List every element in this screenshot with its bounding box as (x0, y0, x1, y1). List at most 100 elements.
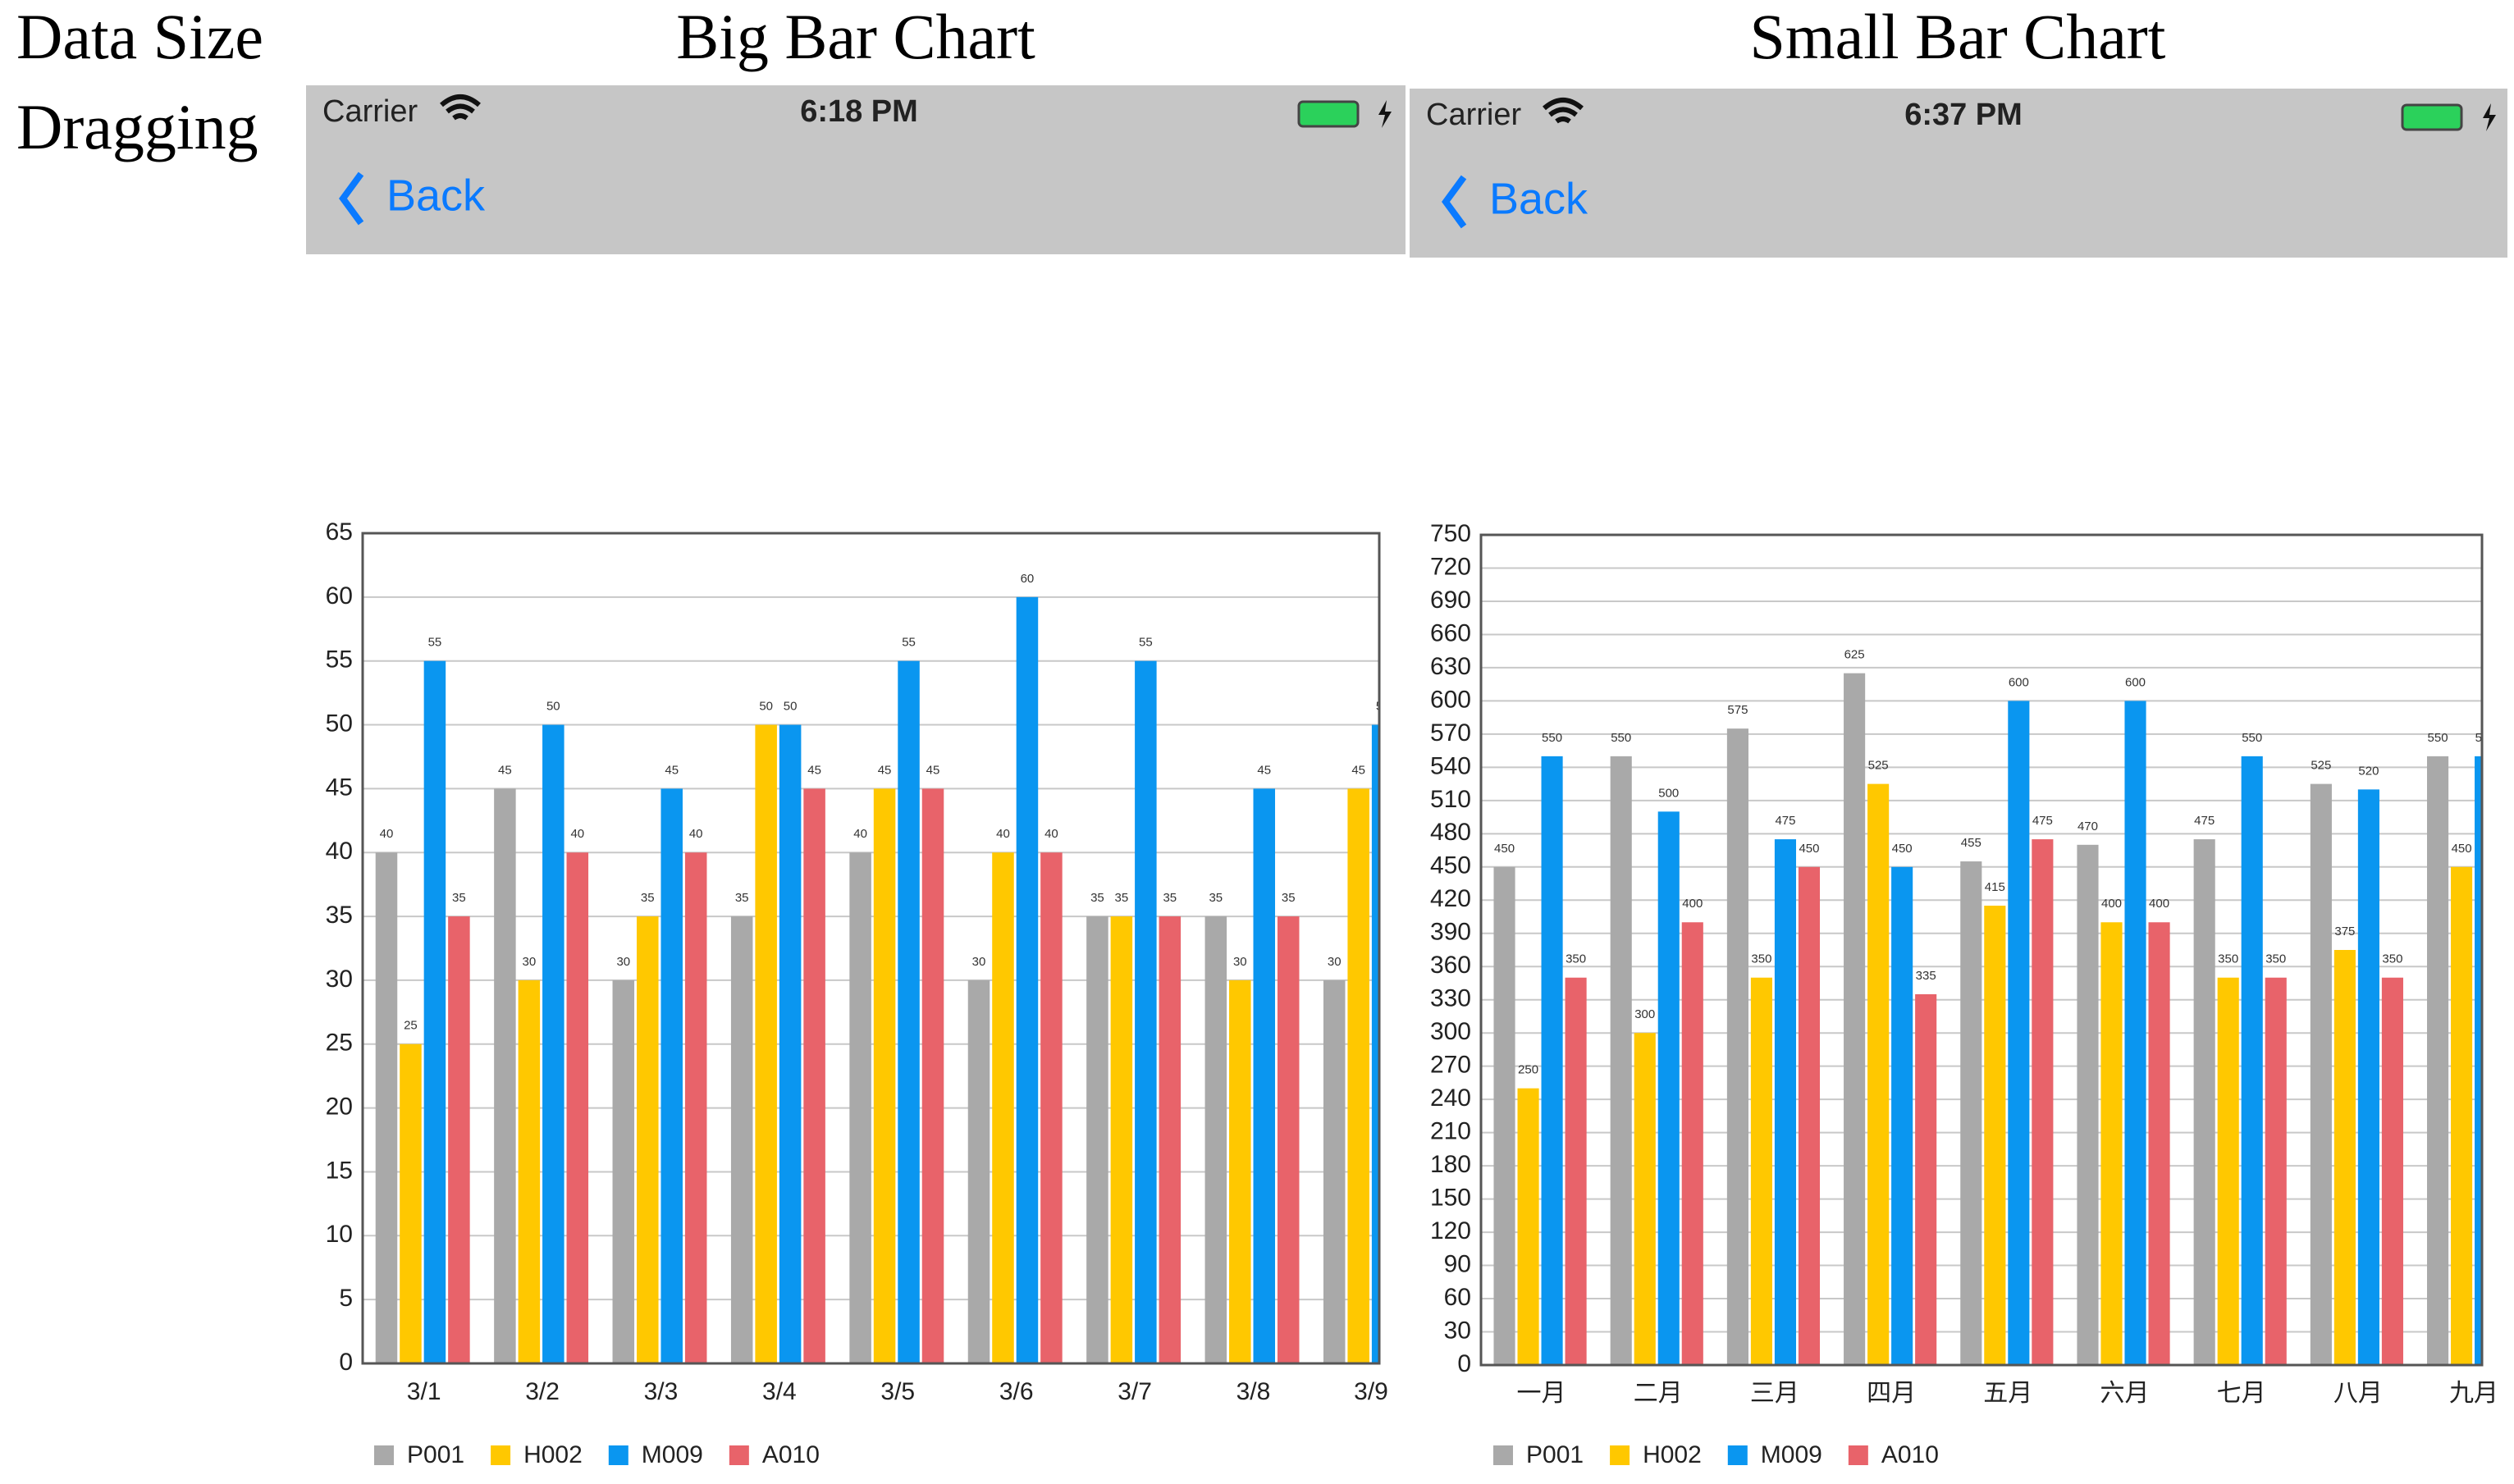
value-label: 50 (784, 700, 798, 714)
bar (448, 916, 470, 1363)
value-label: 25 (404, 1019, 418, 1033)
side-label: Data Size (16, 1, 263, 72)
x-tick-label: 3/4 (762, 1378, 797, 1405)
y-tick-label: 10 (326, 1221, 353, 1248)
y-tick-label: 150 (1430, 1185, 1471, 1212)
back-button[interactable]: Back (386, 171, 486, 220)
bar (2381, 977, 2403, 1365)
bar (1891, 866, 1913, 1365)
bar (1204, 916, 1227, 1363)
bar (1159, 916, 1182, 1363)
bar (1493, 866, 1515, 1365)
bar (2032, 839, 2054, 1365)
value-label: 60 (1021, 572, 1035, 586)
value-label: 450 (1892, 842, 1913, 856)
bar (1135, 660, 1157, 1363)
y-tick-label: 30 (1444, 1317, 1471, 1344)
bar (803, 788, 825, 1363)
value-label: 40 (996, 827, 1010, 841)
y-tick-label: 55 (326, 646, 353, 674)
bar (518, 979, 541, 1363)
back-chevron[interactable] (1442, 175, 1467, 229)
bar (1110, 916, 1133, 1363)
value-label: 40 (853, 827, 867, 841)
value-label: 50 (1376, 700, 1390, 714)
bar (1016, 596, 1039, 1363)
y-tick-label: 420 (1430, 885, 1471, 912)
bar (1040, 852, 1063, 1363)
bar (2077, 844, 2099, 1365)
nav-background (1410, 89, 2507, 258)
bar (1517, 1088, 1539, 1365)
y-tick-label: 360 (1430, 952, 1471, 979)
bar (1323, 979, 1346, 1363)
y-tick-label: 180 (1430, 1151, 1471, 1178)
bar (1277, 916, 1300, 1363)
back-chevron[interactable] (339, 171, 364, 226)
bar (2241, 756, 2263, 1365)
back-button[interactable]: Back (1489, 174, 1588, 223)
value-label: 455 (1961, 836, 1981, 850)
plot-area: 450 250 550 350 550 300 500 400 575 350 475 450 625 5… (1493, 648, 2496, 1365)
bar (873, 788, 896, 1363)
legend-label: A010 (1881, 1441, 1939, 1468)
y-tick-label: 90 (1444, 1250, 1471, 1277)
battery-icon (1297, 100, 1360, 128)
x-tick-label: 八月 (2333, 1380, 2383, 1407)
y-tick-label: 45 (326, 774, 353, 801)
bar (898, 660, 920, 1363)
legend-label: M009 (642, 1441, 703, 1468)
value-label: 375 (2334, 925, 2355, 938)
y-tick-label: 40 (326, 838, 353, 865)
bar (2427, 756, 2449, 1365)
wifi-icon (1543, 98, 1584, 124)
panel-title: Big Bar Chart (676, 1, 1035, 72)
bar (400, 1043, 422, 1363)
legend-label: H002 (1643, 1441, 1702, 1468)
bar (684, 852, 707, 1363)
value-label: 50 (759, 700, 773, 714)
value-label: 450 (1799, 842, 1819, 856)
clock: 6:18 PM (800, 94, 918, 129)
value-label: 550 (2428, 731, 2448, 745)
x-tick-label: 3/5 (880, 1378, 915, 1405)
x-tick-label: 3/6 (999, 1378, 1034, 1405)
legend-swatch (374, 1445, 394, 1465)
y-tick-label: 35 (326, 902, 353, 929)
value-label: 35 (1209, 891, 1223, 905)
value-label: 350 (2265, 952, 2286, 966)
bar (2475, 756, 2482, 1365)
legend-label: A010 (762, 1441, 820, 1468)
x-tick-label: 3/7 (1118, 1378, 1152, 1405)
y-tick-label: 30 (326, 966, 353, 993)
bar (1681, 922, 1703, 1365)
bar (1915, 993, 1937, 1365)
value-label: 30 (616, 955, 630, 969)
x-tick-label: 3/2 (525, 1378, 560, 1405)
value-label: 525 (2311, 759, 2331, 773)
legend-swatch (1727, 1445, 1748, 1465)
battery-icon (2401, 103, 2463, 131)
panel-title: Small Bar Chart (1750, 1, 2166, 72)
bar (921, 788, 944, 1363)
bar (1867, 783, 1890, 1365)
value-label: 550 (2475, 731, 2496, 745)
y-tick-label: 450 (1430, 852, 1471, 879)
value-label: 45 (498, 763, 512, 777)
y-tick-label: 600 (1430, 686, 1471, 713)
bar (2008, 701, 2030, 1365)
y-tick-label: 390 (1430, 919, 1471, 946)
bar (2217, 977, 2239, 1365)
nav-bar: Carrier 6:18 PM Back (306, 85, 1406, 254)
x-tick-label: 3/8 (1236, 1378, 1271, 1405)
value-label: 520 (2358, 764, 2379, 778)
y-tick-label: 0 (1457, 1350, 1471, 1377)
value-label: 45 (1257, 763, 1271, 777)
y-tick-label: 20 (326, 1094, 353, 1121)
y-tick-label: 50 (326, 710, 353, 737)
bar (1750, 977, 1772, 1365)
bar (2100, 922, 2123, 1365)
value-label: 550 (1542, 731, 1562, 745)
bar (1774, 839, 1797, 1365)
bar (1229, 979, 1251, 1363)
